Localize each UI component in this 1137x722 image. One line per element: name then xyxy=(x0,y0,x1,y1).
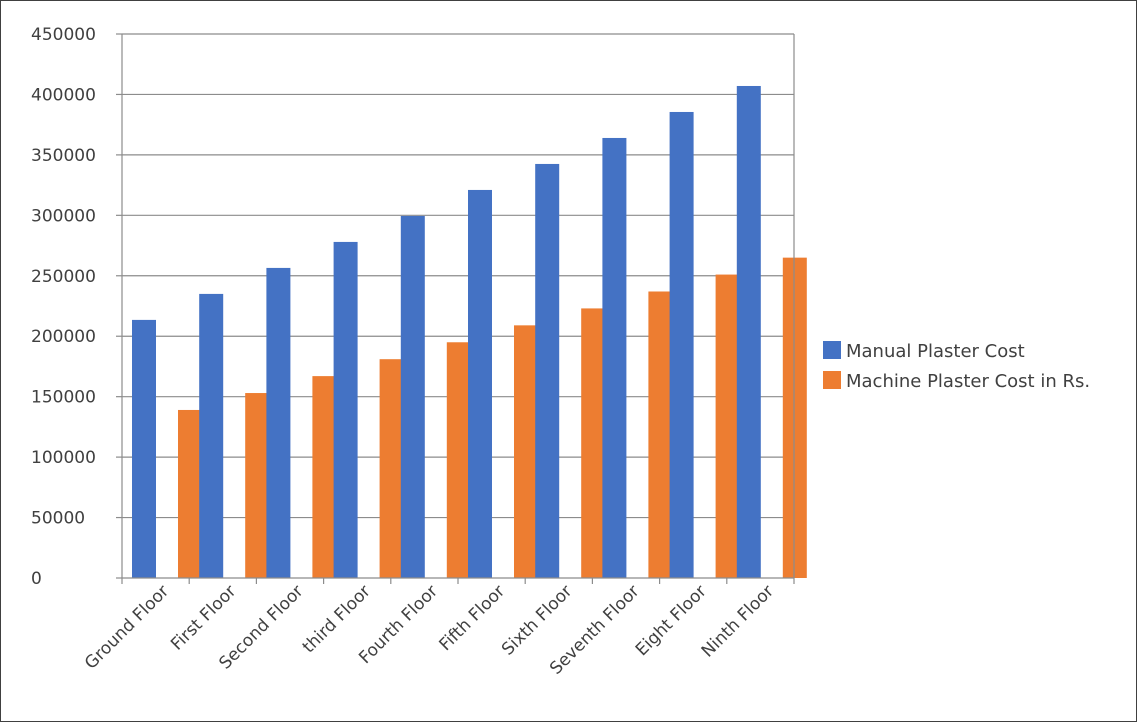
bar xyxy=(199,293,224,578)
bar xyxy=(379,359,404,578)
bar xyxy=(333,241,358,578)
bar xyxy=(468,189,492,579)
x-tick-label: Fifth Floor xyxy=(436,581,510,655)
bar xyxy=(400,215,425,578)
y-tick-label: 0 xyxy=(31,569,42,589)
bar xyxy=(602,137,627,578)
bar xyxy=(245,393,270,578)
bar xyxy=(266,267,291,578)
bar xyxy=(178,409,202,578)
axes xyxy=(116,33,795,584)
bar xyxy=(312,376,337,578)
y-tick-label: 300000 xyxy=(31,206,96,226)
y-tick-label: 200000 xyxy=(31,327,96,347)
bar xyxy=(736,85,761,578)
bar xyxy=(446,342,471,578)
bar xyxy=(715,274,740,578)
bar xyxy=(782,257,807,578)
legend: Manual Plaster Cost Machine Plaster Cost … xyxy=(823,341,1090,392)
x-tick-label: First Floor xyxy=(167,581,240,654)
x-tick-label: Ground Floor xyxy=(81,581,173,673)
gridlines xyxy=(122,33,794,519)
y-tick-label: 250000 xyxy=(31,267,96,287)
y-tick-label: 400000 xyxy=(31,85,96,105)
bar xyxy=(669,111,694,579)
y-axis-tick-labels: 0 50000 100000 150000 200000 250000 300000 3500… xyxy=(31,25,96,589)
y-tick-label: 350000 xyxy=(31,146,96,166)
bar xyxy=(648,291,673,578)
y-tick-label: 100000 xyxy=(31,448,96,468)
legend-label: Machine Plaster Cost in Rs. xyxy=(846,371,1090,392)
y-tick-label: 150000 xyxy=(31,388,96,408)
legend-swatch xyxy=(823,341,841,359)
y-tick-label: 50000 xyxy=(31,509,85,529)
bars xyxy=(132,85,807,579)
bar xyxy=(514,325,538,578)
legend-swatch xyxy=(823,371,841,389)
y-tick-label: 450000 xyxy=(31,25,96,45)
bar xyxy=(535,163,560,578)
bar xyxy=(581,308,606,578)
x-tick-label: Ninth Floor xyxy=(698,581,778,661)
legend-label: Manual Plaster Cost xyxy=(846,341,1025,362)
bar xyxy=(132,319,156,578)
